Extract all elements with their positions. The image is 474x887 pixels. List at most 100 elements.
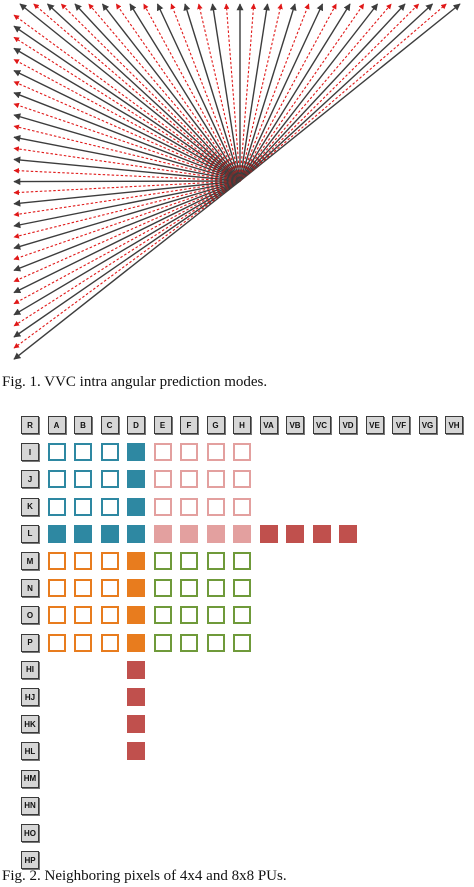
left-label-o: O	[21, 606, 39, 625]
pixel-8x8-bottom-left-block	[100, 552, 119, 570]
solid-mode-arrow	[13, 180, 241, 338]
figure-1-caption: Fig. 1. VVC intra angular prediction mod…	[2, 374, 268, 390]
solid-mode-arrow	[74, 3, 241, 182]
pixel-4x4-right-column	[127, 470, 145, 489]
left-label-hi: HI	[21, 660, 39, 679]
prediction-mode-arrows	[13, 3, 461, 360]
dashed-mode-arrow	[13, 180, 241, 261]
pixel-4x4-block	[47, 443, 66, 462]
top-label-b: B	[74, 416, 92, 434]
top-label-f: F	[180, 416, 198, 434]
dashed-mode-arrow	[143, 3, 241, 182]
pixel-8x8-bottom-left-block	[100, 633, 119, 652]
pixel-8x8-top-right-block	[233, 470, 251, 489]
pixel-8x8-top-right-block	[153, 497, 172, 516]
pixel-8x8-bottom-left-block	[47, 579, 66, 598]
solid-mode-arrow	[13, 91, 241, 182]
solid-mode-arrow	[183, 3, 241, 182]
top-label-vg: VG	[418, 416, 437, 434]
dashed-mode-arrow	[13, 180, 241, 217]
pixel-8x8-bottom-left-column	[127, 606, 145, 625]
pixel-8x8-bottom-right-block	[180, 633, 198, 652]
pixel-4x4-bottom-row	[127, 524, 145, 543]
pixel-8x8-top-right-block	[153, 443, 172, 462]
dashed-mode-arrow	[33, 3, 241, 182]
pixel-4x4-right-column	[127, 443, 145, 462]
left-label-hl: HL	[21, 742, 39, 761]
solid-mode-arrow	[13, 180, 241, 316]
pixel-8x8-bottom-right-block	[153, 633, 172, 652]
pixel-4x4-block	[74, 497, 92, 516]
top-label-a: A	[47, 416, 66, 434]
pixel-8x8-bottom-right-block	[206, 606, 225, 625]
pixel-8x8-bottom-left-block	[74, 579, 92, 598]
solid-mode-arrow	[210, 3, 241, 182]
dashed-mode-arrow	[239, 3, 447, 182]
figure-2-caption: Fig. 2. Neighboring pixels of 4x4 and 8x…	[2, 868, 287, 884]
pixel-4x4-block	[100, 497, 119, 516]
pixel-4x4-bottom-row	[47, 524, 66, 543]
pixel-8x8-top-right-block	[153, 470, 172, 489]
solid-mode-arrow	[13, 25, 241, 182]
solid-mode-arrow	[13, 180, 241, 250]
pixel-8x8-bottom-right-block	[153, 606, 172, 625]
solid-mode-arrow	[19, 3, 241, 182]
pixel-extended-column	[127, 660, 145, 679]
pixel-8x8-bottom-left-column	[127, 633, 145, 652]
pixel-4x4-bottom-row	[74, 524, 92, 543]
top-label-ve: VE	[365, 416, 384, 434]
top-label-vc: VC	[312, 416, 331, 434]
solid-mode-arrow	[129, 3, 241, 182]
solid-mode-arrow	[46, 3, 241, 182]
pixel-extended-column	[127, 715, 145, 734]
pixel-8x8-bottom-right-block	[233, 552, 251, 570]
solid-mode-arrow	[13, 134, 241, 182]
solid-mode-arrow	[239, 3, 461, 182]
solid-mode-arrow	[13, 113, 241, 182]
left-label-p: P	[21, 633, 39, 652]
solid-mode-arrow	[13, 156, 241, 182]
dashed-mode-arrow	[13, 102, 241, 182]
pixel-8x8-bottom-right-block	[233, 633, 251, 652]
dashed-mode-arrow	[239, 3, 392, 182]
pixel-extended-column	[127, 742, 145, 761]
left-label-hk: HK	[21, 715, 39, 734]
left-label-hn: HN	[21, 796, 39, 815]
pixel-8x8-top-right-block	[233, 497, 251, 516]
solid-mode-arrow	[156, 3, 241, 182]
pixel-8x8-bottom-right-block	[153, 552, 172, 570]
pixel-8x8-bottom-row	[233, 524, 251, 543]
dashed-mode-arrow	[239, 3, 337, 182]
top-label-r: R	[21, 416, 39, 434]
pixel-8x8-bottom-right-block	[233, 579, 251, 598]
pixel-8x8-bottom-left-block	[100, 606, 119, 625]
dashed-mode-arrow	[239, 3, 420, 182]
pixel-extended-row	[286, 524, 304, 543]
dashed-mode-arrow	[170, 3, 241, 182]
top-label-vb: VB	[286, 416, 304, 434]
angular-modes-figure	[13, 3, 461, 360]
top-label-vh: VH	[445, 416, 463, 434]
solid-mode-arrow	[13, 180, 241, 272]
left-label-m: M	[21, 552, 39, 570]
pixel-8x8-bottom-left-block	[47, 552, 66, 570]
dashed-mode-arrow	[13, 180, 241, 283]
dashed-mode-arrow	[13, 180, 241, 239]
dashed-mode-arrow	[239, 3, 283, 182]
pixel-8x8-bottom-right-block	[180, 579, 198, 598]
solid-mode-arrow	[13, 47, 241, 182]
left-label-hm: HM	[21, 769, 39, 788]
top-label-c: C	[100, 416, 119, 434]
dashed-mode-arrow	[13, 167, 241, 182]
pixel-8x8-top-right-block	[180, 497, 198, 516]
pixel-4x4-block	[47, 497, 66, 516]
pixel-4x4-block	[100, 443, 119, 462]
pixel-8x8-bottom-left-block	[47, 633, 66, 652]
pixel-8x8-bottom-row	[153, 524, 172, 543]
solid-mode-arrow	[239, 3, 434, 182]
dashed-mode-arrow	[60, 3, 241, 182]
pixel-8x8-bottom-left-block	[100, 579, 119, 598]
dashed-mode-arrow	[197, 3, 241, 182]
left-label-hj: HJ	[21, 688, 39, 706]
top-label-h: H	[233, 416, 251, 434]
